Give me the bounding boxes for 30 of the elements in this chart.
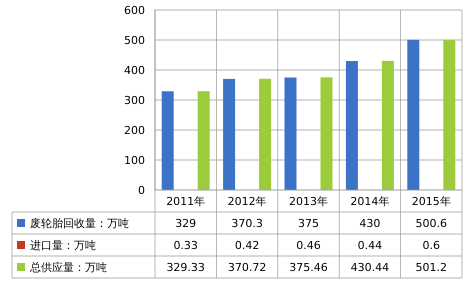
data-label: 430.44	[350, 260, 390, 274]
data-label: 0.6	[422, 238, 440, 252]
y-tick-label: 300	[124, 94, 145, 107]
data-label: 375.46	[289, 260, 328, 274]
x-tick-label: 2012年	[228, 194, 267, 208]
data-label: 500.6	[416, 216, 448, 230]
legend-label: 进口量：万吨	[30, 238, 96, 252]
y-tick-label: 600	[124, 4, 145, 17]
x-tick-label: 2011年	[166, 194, 206, 208]
x-tick-label: 2013年	[289, 194, 328, 208]
legend-label: 总供应量：万吨	[29, 260, 107, 274]
data-label: 0.33	[173, 238, 198, 252]
y-tick-label: 0	[138, 184, 145, 197]
x-tick-label: 2015年	[412, 194, 451, 208]
data-label: 0.44	[358, 238, 382, 252]
data-label: 0.42	[234, 238, 260, 252]
data-label: 370.3	[231, 216, 263, 230]
y-tick-label: 500	[124, 34, 145, 47]
data-label: 430	[359, 216, 380, 230]
data-label: 0.46	[296, 238, 321, 252]
y-tick-label: 400	[124, 64, 145, 77]
data-label: 375	[298, 216, 319, 230]
data-label: 329	[175, 216, 196, 230]
x-tick-label: 2014年	[350, 194, 390, 208]
y-tick-label: 200	[124, 124, 145, 137]
legend-label: 废轮胎回收量：万吨	[30, 216, 129, 230]
data-label: 501.2	[416, 260, 448, 274]
y-tick-label: 100	[124, 154, 145, 167]
data-label: 370.72	[228, 260, 266, 274]
data-label: 329.33	[166, 260, 205, 274]
